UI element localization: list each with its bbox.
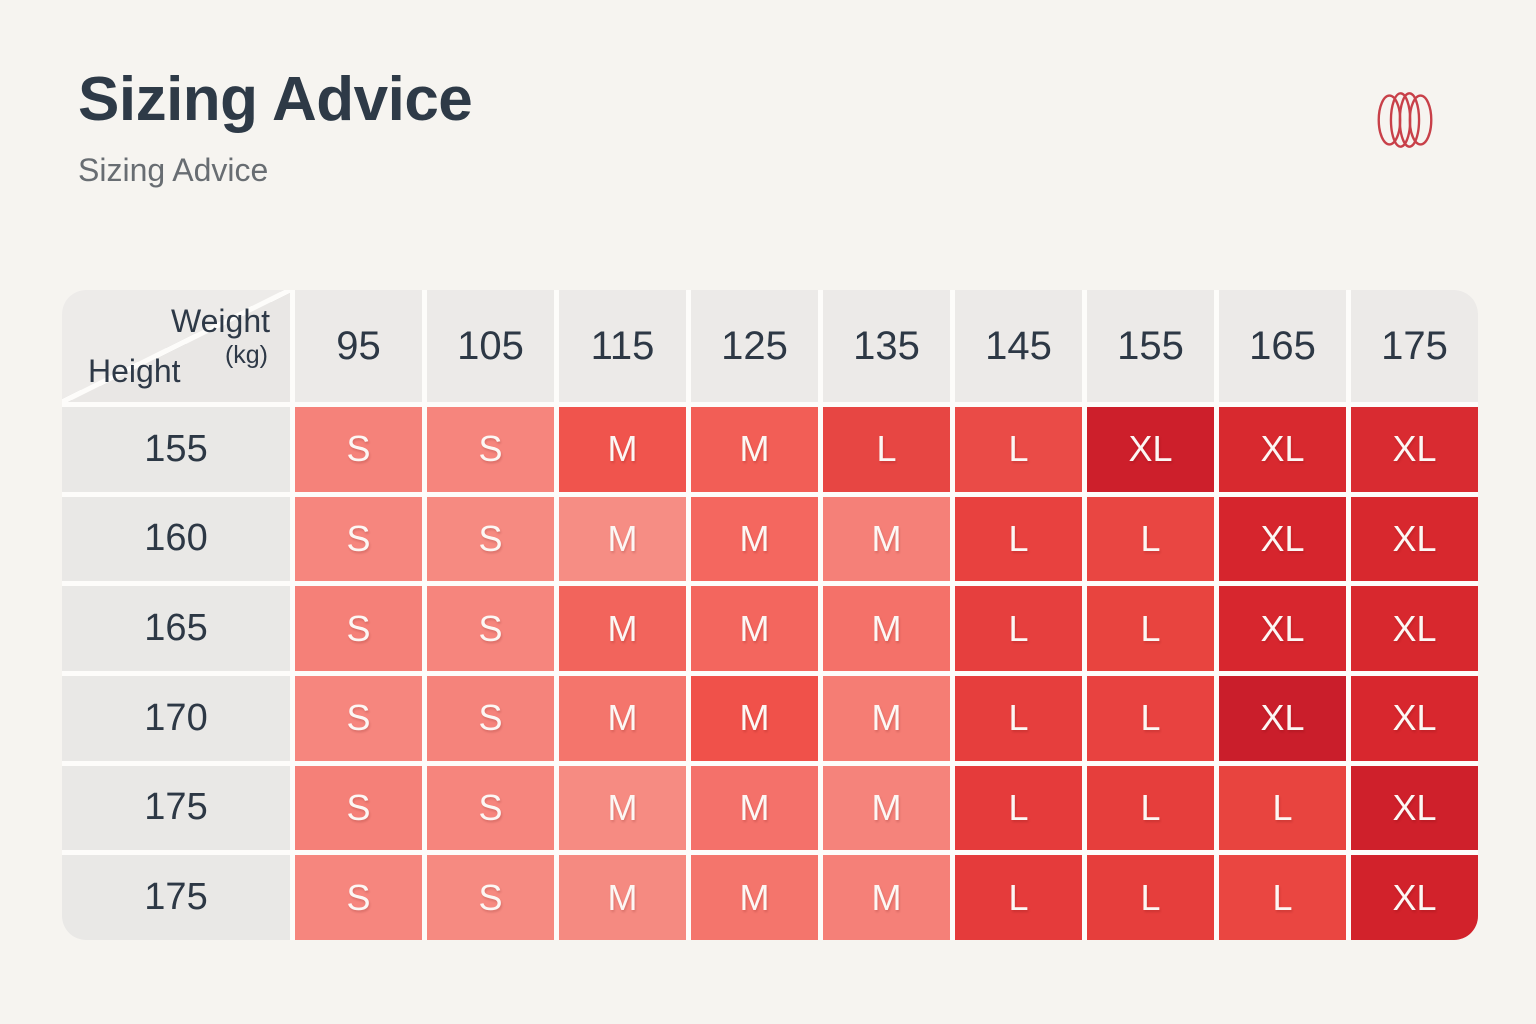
weight-column-header-5: 145 [955,290,1082,402]
size-cell-r0-c1: S [427,407,554,492]
weight-column-header-3: 125 [691,290,818,402]
size-cell-r4-c3: M [691,765,818,851]
page-title: Sizing Advice [78,65,473,134]
size-cell-r4-c2: M [559,765,686,851]
height-row-header-2: 165 [62,586,290,671]
size-cell-r2-c7: XL [1219,586,1346,671]
size-cell-r2-c6: L [1087,586,1214,671]
size-cell-r4-c8: XL [1351,765,1478,851]
size-cell-r5-c0: S [295,855,422,940]
weight-column-header-8: 175 [1351,290,1478,402]
weight-column-header-0: 95 [295,290,422,402]
corner-cell: Weight (kg) Height [62,290,290,402]
size-cell-r0-c3: M [691,407,818,492]
size-cell-r0-c4: L [823,407,950,492]
size-cell-r1-c2: M [559,496,686,582]
height-row-header-4: 175 [62,765,290,851]
size-cell-r0-c7: XL [1219,407,1346,492]
size-cell-r5-c6: L [1087,855,1214,940]
size-cell-r1-c4: M [823,496,950,582]
size-cell-r4-c7: L [1219,765,1346,851]
size-cell-r4-c0: S [295,765,422,851]
overlapping-rings-logo-icon [1377,92,1433,148]
size-cell-r5-c2: M [559,855,686,940]
page-subtitle: Sizing Advice [78,152,269,189]
size-cell-r1-c5: L [955,496,1082,582]
size-cell-r3-c6: L [1087,675,1214,761]
weight-column-header-1: 105 [427,290,554,402]
size-cell-r3-c8: XL [1351,675,1478,761]
size-cell-r2-c2: M [559,586,686,671]
page-header: Sizing Advice Sizing Advice [78,65,473,189]
size-cell-r2-c8: XL [1351,586,1478,671]
size-cell-r0-c6: XL [1087,407,1214,492]
size-cell-r1-c1: S [427,496,554,582]
size-cell-r4-c6: L [1087,765,1214,851]
size-cell-r2-c1: S [427,586,554,671]
height-row-header-0: 155 [62,407,290,492]
size-cell-r4-c1: S [427,765,554,851]
weight-column-header-7: 165 [1219,290,1346,402]
height-row-header-1: 160 [62,496,290,582]
size-cell-r1-c6: L [1087,496,1214,582]
size-cell-r0-c2: M [559,407,686,492]
weight-axis-label: Weight [170,303,270,339]
size-cell-r3-c0: S [295,675,422,761]
height-row-header-3: 170 [62,675,290,761]
size-cell-r3-c7: XL [1219,675,1346,761]
weight-column-header-2: 115 [559,290,686,402]
size-cell-r3-c1: S [427,675,554,761]
size-cell-r5-c4: M [823,855,950,940]
size-cell-r2-c4: M [823,586,950,671]
weight-unit-label: (kg) [224,341,268,369]
height-row-header-5: 175 [62,855,290,940]
size-cell-r1-c0: S [295,496,422,582]
size-cell-r3-c4: M [823,675,950,761]
size-cell-r3-c2: M [559,675,686,761]
size-cell-r5-c8: XL [1351,855,1478,940]
size-cell-r0-c8: XL [1351,407,1478,492]
size-cell-r0-c0: S [295,407,422,492]
size-cell-r2-c0: S [295,586,422,671]
size-cell-r5-c3: M [691,855,818,940]
size-cell-r5-c5: L [955,855,1082,940]
size-cell-r4-c5: L [955,765,1082,851]
size-cell-r1-c3: M [691,496,818,582]
size-cell-r5-c1: S [427,855,554,940]
size-cell-r4-c4: M [823,765,950,851]
size-cell-r1-c7: XL [1219,496,1346,582]
weight-column-header-6: 155 [1087,290,1214,402]
size-cell-r5-c7: L [1219,855,1346,940]
size-cell-r2-c3: M [691,586,818,671]
size-cell-r2-c5: L [955,586,1082,671]
weight-column-header-4: 135 [823,290,950,402]
size-cell-r3-c5: L [955,675,1082,761]
size-cell-r3-c3: M [691,675,818,761]
height-axis-label: Height [88,353,181,389]
size-cell-r1-c8: XL [1351,496,1478,582]
size-cell-r0-c5: L [955,407,1082,492]
sizing-table: Weight (kg) Height 95 105 115 125 135 145 155 1… [62,290,1478,940]
